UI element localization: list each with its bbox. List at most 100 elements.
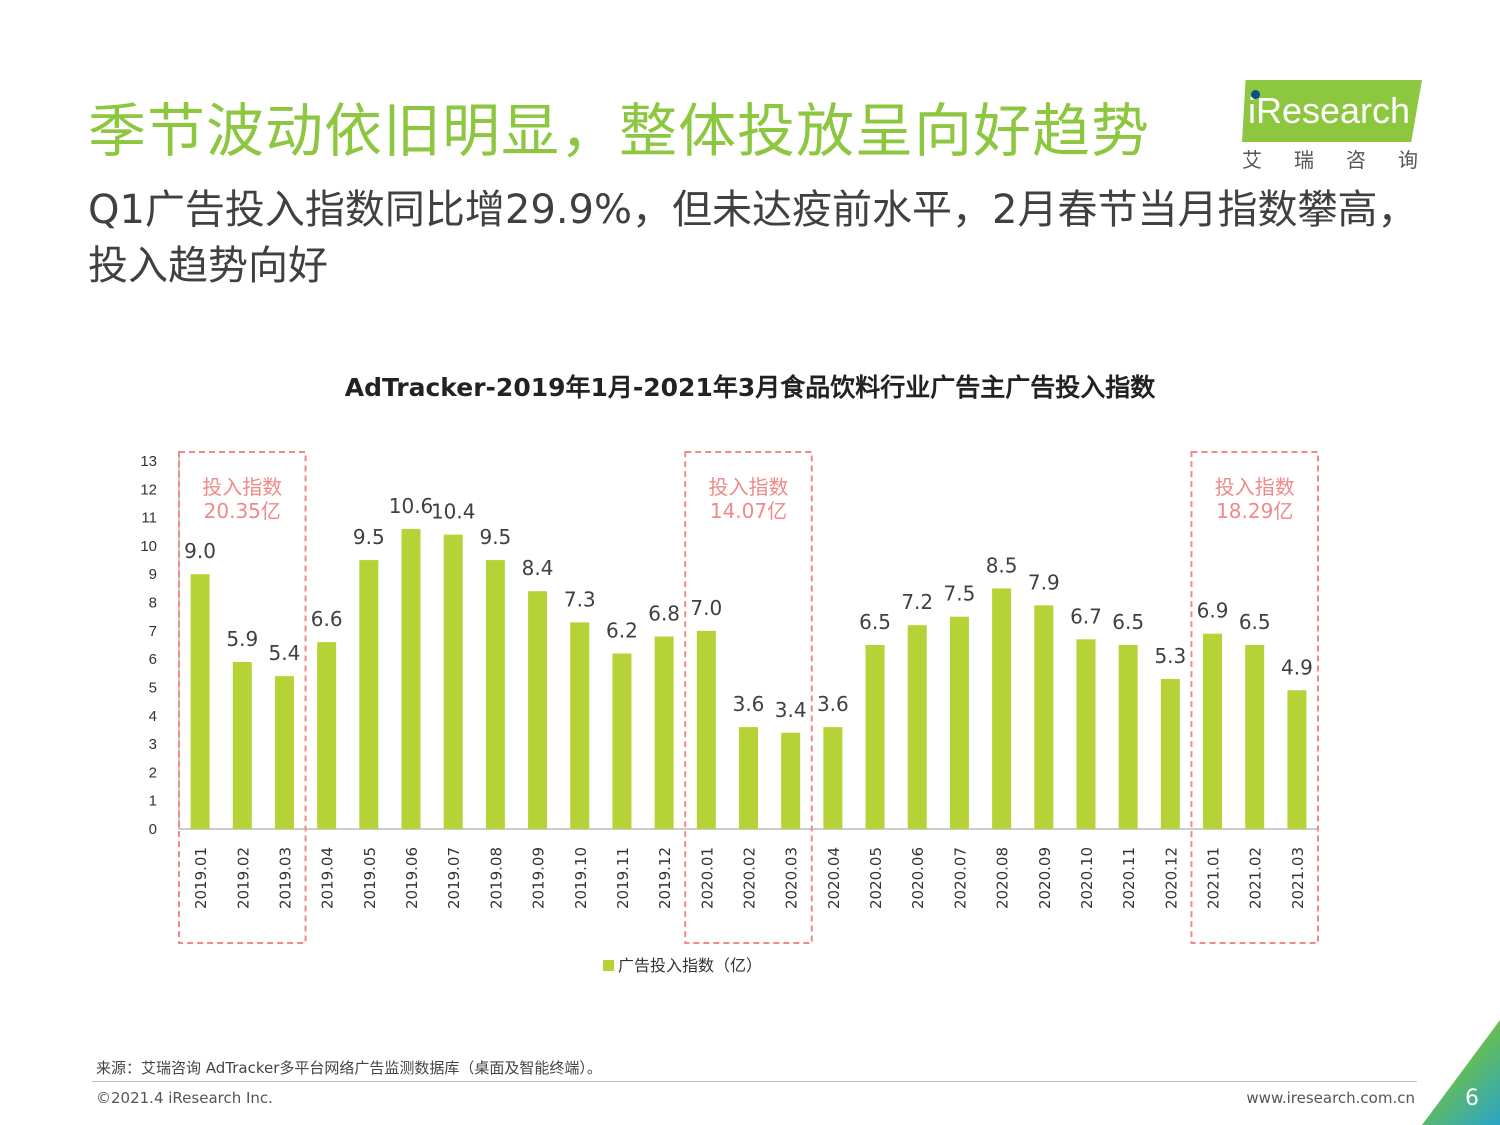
x-tick-label: 2019.01 — [192, 847, 210, 909]
copyright-text: ©2021.4 iResearch Inc. — [96, 1089, 273, 1107]
bar — [359, 560, 379, 829]
x-tick-label: 2019.08 — [487, 847, 505, 909]
y-tick-label: 1 — [149, 793, 157, 810]
data-label: 10.4 — [431, 500, 476, 524]
bar — [1118, 645, 1138, 829]
iresearch-logo: iResearch 艾瑞咨询 — [1236, 78, 1426, 173]
data-label: 7.5 — [944, 582, 976, 606]
y-tick-label: 11 — [141, 510, 157, 527]
x-tick-label: 2019.06 — [403, 847, 421, 909]
highlight-label: 投入指数 — [1215, 475, 1295, 499]
x-tick-label: 2020.04 — [825, 847, 843, 909]
chart-legend: 广告投入指数（亿） — [603, 952, 762, 976]
data-label: 6.5 — [1112, 610, 1144, 634]
data-label: 6.8 — [648, 602, 680, 626]
bar — [612, 653, 632, 829]
x-tick-label: 2020.01 — [698, 847, 716, 909]
x-tick-label: 2020.05 — [867, 847, 885, 909]
bar — [1203, 633, 1223, 829]
data-label: 5.9 — [226, 627, 258, 651]
x-tick-label: 2020.03 — [783, 847, 801, 909]
x-tick-label: 2020.06 — [909, 847, 927, 909]
x-tick-label: 2020.11 — [1120, 847, 1138, 909]
chart-title: AdTracker-2019年1月-2021年3月食品饮料行业广告主广告投入指数 — [344, 373, 1156, 402]
highlight-box — [1190, 451, 1320, 944]
logo-dot-icon — [1251, 90, 1260, 99]
y-tick-label: 4 — [149, 708, 157, 725]
bar — [274, 676, 294, 829]
bar — [739, 727, 758, 829]
data-label: 6.2 — [606, 618, 638, 642]
highlight-value: 20.35亿 — [204, 499, 281, 523]
data-label: 6.6 — [311, 607, 343, 631]
x-tick-label: 2019.02 — [234, 847, 252, 909]
highlight-box — [178, 451, 307, 944]
page-number: 6 — [1465, 1086, 1479, 1111]
y-tick-label: 10 — [140, 538, 157, 555]
bar — [992, 588, 1012, 829]
data-label: 3.6 — [733, 692, 765, 716]
x-tick-label: 2019.11 — [614, 847, 632, 909]
x-tick-label: 2020.12 — [1162, 847, 1180, 909]
x-tick-label: 2019.09 — [530, 847, 548, 909]
x-tick-label: 2019.03 — [276, 847, 294, 909]
page-title: 季节波动依旧明显，整体投放呈向好趋势 — [88, 97, 1151, 165]
logo-background — [1242, 80, 1422, 142]
bar — [570, 622, 590, 829]
data-label: 6.9 — [1197, 599, 1229, 623]
y-tick-label: 9 — [149, 566, 157, 583]
website-link[interactable]: www.iresearch.com.cn — [1246, 1089, 1415, 1107]
highlight-box — [684, 451, 813, 944]
x-tick-label: 2019.07 — [445, 847, 463, 909]
data-label: 9.5 — [479, 525, 511, 549]
data-label: 3.6 — [817, 692, 849, 716]
data-label: 9.5 — [353, 525, 385, 549]
bar — [1076, 639, 1096, 829]
bar — [190, 574, 210, 829]
page-subtitle: Q1广告投入指数同比增29.9%，但未达疫前水平，2月春节当月指数攀高，投入趋势… — [88, 187, 1418, 289]
legend-swatch — [603, 960, 614, 971]
data-label: 6.5 — [859, 610, 891, 634]
data-label: 8.4 — [522, 556, 554, 580]
y-tick-label: 7 — [149, 623, 157, 640]
y-tick-label: 13 — [140, 453, 157, 470]
bar — [1160, 678, 1180, 829]
x-tick-label: 2020.02 — [741, 847, 759, 909]
data-label: 8.5 — [986, 553, 1018, 577]
data-label: 4.9 — [1281, 655, 1313, 679]
data-label: 7.3 — [564, 587, 596, 611]
y-tick-label: 8 — [149, 595, 157, 612]
y-tick-label: 5 — [149, 679, 157, 696]
data-label: 7.0 — [690, 596, 722, 620]
bar — [654, 636, 674, 829]
logo-brand-text: iResearch — [1248, 90, 1411, 131]
highlight-value: 18.29亿 — [1216, 499, 1293, 523]
x-tick-label: 2019.12 — [656, 847, 674, 909]
bar — [401, 528, 421, 829]
bar — [317, 642, 337, 829]
bar — [696, 630, 716, 829]
bar — [865, 645, 885, 829]
data-label: 9.0 — [184, 539, 216, 563]
y-tick-label: 6 — [149, 651, 157, 668]
x-tick-label: 2019.10 — [572, 847, 590, 909]
highlight-label: 投入指数 — [709, 475, 789, 499]
bar-chart: 012345678910111213投入指数20.35亿投入指数14.07亿投入… — [140, 451, 1320, 944]
bar — [949, 616, 969, 829]
data-label: 6.5 — [1239, 610, 1271, 634]
bar — [781, 732, 801, 829]
data-label: 7.2 — [901, 590, 933, 614]
data-label: 6.7 — [1070, 604, 1102, 628]
x-tick-label: 2021.02 — [1247, 847, 1265, 909]
x-tick-label: 2019.05 — [361, 847, 379, 909]
bar — [823, 727, 843, 829]
bar — [232, 661, 252, 829]
highlight-label: 投入指数 — [202, 475, 282, 499]
x-tick-label: 2020.07 — [951, 847, 969, 909]
bar — [1245, 645, 1265, 829]
legend-label: 广告投入指数（亿） — [618, 956, 763, 975]
x-tick-label: 2020.10 — [1078, 847, 1096, 909]
footer-divider — [92, 1081, 1417, 1082]
data-label: 7.9 — [1028, 570, 1060, 594]
bar — [443, 534, 463, 829]
